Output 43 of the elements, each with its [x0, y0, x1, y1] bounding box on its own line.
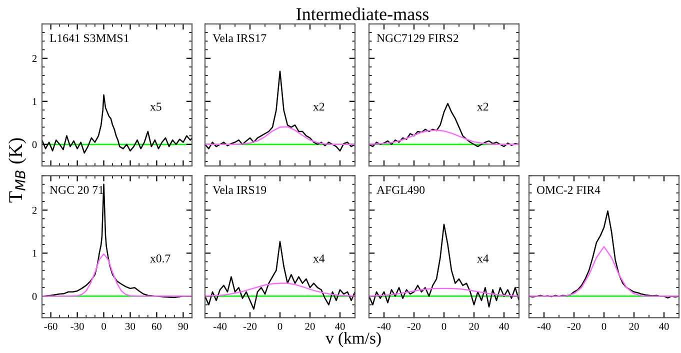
- annotation: NGC7129 FIRS2: [376, 34, 458, 42]
- x-tick-label: -30: [70, 322, 84, 330]
- x-tick-label: 20: [629, 322, 639, 330]
- x-tick-label: -40: [213, 322, 227, 330]
- x-tick-label: 0: [102, 322, 106, 330]
- x-tick-label: 40: [334, 322, 345, 330]
- y-tick-label: 2: [32, 55, 37, 62]
- annotation: x0.7: [150, 254, 170, 262]
- annotation: L1641 S3MMS1: [50, 34, 128, 42]
- x-tick-label: 0: [278, 322, 282, 330]
- annotation: Vela IRS17: [212, 34, 266, 42]
- y-tick-label: 1: [32, 98, 37, 105]
- y-tick-label: 0: [32, 292, 37, 300]
- x-tick-label: 30: [126, 322, 136, 330]
- annotation: x5: [150, 102, 162, 111]
- x-tick-label: -20: [567, 322, 581, 330]
- annotation: x2: [477, 102, 488, 111]
- x-tick-label: -20: [243, 322, 257, 330]
- x-tick-label: -20: [407, 322, 421, 330]
- x-tick-label: -40: [377, 322, 391, 330]
- y-tick-label: 2: [32, 206, 37, 214]
- annotation: Vela IRS19: [212, 186, 266, 194]
- annotation: x4: [313, 254, 325, 262]
- x-tick-label: 60: [152, 322, 162, 330]
- x-tick-label: 40: [658, 322, 669, 330]
- x-tick-label: -60: [44, 322, 58, 330]
- annotation: OMC-2 FIR4: [536, 186, 600, 194]
- annotation: x2: [313, 102, 324, 111]
- y-tick-label: 1: [32, 250, 37, 257]
- x-tick-label: -40: [537, 322, 551, 330]
- x-tick-label: 20: [469, 322, 479, 330]
- annotation: NGC 20 71: [50, 186, 104, 194]
- annotation: AFGL490: [376, 186, 425, 194]
- chart-title: Intermediate-mass: [296, 8, 429, 20]
- x-tick-label: 0: [442, 322, 446, 330]
- x-tick-label: 0: [602, 322, 606, 330]
- x-tick-label: 40: [498, 322, 509, 330]
- y-axis-title: T$_{MB}$ (K): [8, 138, 26, 203]
- x-tick-label: 20: [305, 322, 315, 330]
- x-tick-label: 90: [178, 322, 188, 330]
- y-tick-label: 0: [32, 141, 37, 148]
- annotation: x4: [477, 254, 489, 262]
- x-axis-title: v (km/s): [325, 332, 381, 348]
